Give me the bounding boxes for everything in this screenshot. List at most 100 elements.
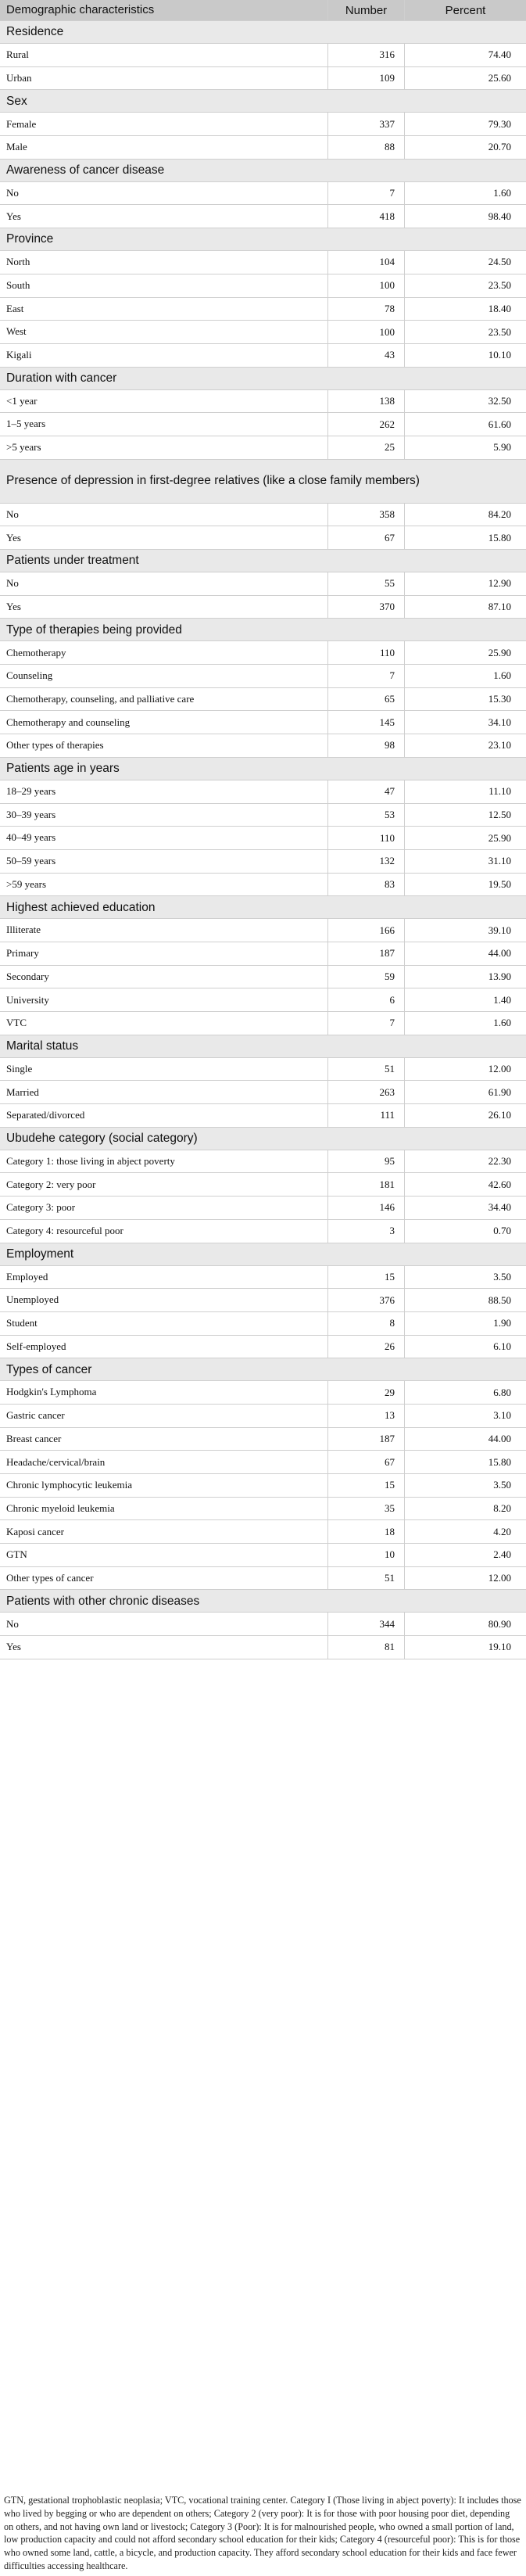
section-header: Sex <box>0 90 526 113</box>
row-percent: 22.30 <box>404 1150 526 1173</box>
row-label: 50–59 years <box>6 855 56 867</box>
table-row: Primary 187 44.00 <box>0 942 526 966</box>
row-number: 3 <box>327 1219 404 1243</box>
row-label: Male <box>6 141 27 153</box>
row-label: Gastric cancer <box>6 1409 65 1422</box>
table-row: Breast cancer 187 44.00 <box>0 1427 526 1451</box>
row-label: Primary <box>6 947 39 960</box>
row-label: Yes <box>6 600 21 612</box>
table-row: Category 4: resourceful poor 3 0.70 <box>0 1219 526 1243</box>
row-label: Separated/divorced <box>6 1109 85 1121</box>
row-number: 29 <box>327 1381 404 1404</box>
row-number: 51 <box>327 1566 404 1590</box>
section-header: Patients under treatment <box>0 550 526 572</box>
row-percent: 42.60 <box>404 1173 526 1197</box>
table-row: Counseling 7 1.60 <box>0 665 526 688</box>
row-percent: 98.40 <box>404 205 526 228</box>
row-label: 18–29 years <box>6 785 56 798</box>
row-number: 43 <box>327 343 404 367</box>
row-percent: 2.40 <box>404 1544 526 1566</box>
table-row: Yes 81 19.10 <box>0 1636 526 1659</box>
row-number: 81 <box>327 1636 404 1659</box>
row-percent: 1.60 <box>404 1012 526 1035</box>
row-percent: 19.50 <box>404 873 526 896</box>
section-header: Province <box>0 228 526 252</box>
row-label: Urban <box>6 71 32 84</box>
table-row: North 104 24.50 <box>0 251 526 274</box>
row-percent: 1.90 <box>404 1311 526 1335</box>
row-number: 104 <box>327 251 404 274</box>
row-number: 25 <box>327 436 404 459</box>
row-percent: 25.90 <box>404 827 526 849</box>
row-number: 65 <box>327 687 404 711</box>
row-number: 181 <box>327 1173 404 1197</box>
table-row: Kaposi cancer 18 4.20 <box>0 1520 526 1545</box>
row-label: Student <box>6 1317 38 1329</box>
row-label: 30–39 years <box>6 808 56 820</box>
table-row: Female 337 79.30 <box>0 113 526 137</box>
table-row: Chronic myeloid leukemia 35 8.20 <box>0 1497 526 1521</box>
row-percent: 88.50 <box>404 1289 526 1311</box>
section-header: Employment <box>0 1243 526 1266</box>
row-number: 344 <box>327 1613 404 1636</box>
row-number: 262 <box>327 413 404 436</box>
row-label: Rural <box>6 48 29 61</box>
row-number: 145 <box>327 711 404 734</box>
row-number: 7 <box>327 1012 404 1035</box>
row-label: East <box>6 302 24 314</box>
table-row: >59 years 83 19.50 <box>0 873 526 897</box>
table-row: Category 3: poor 146 34.40 <box>0 1197 526 1220</box>
row-number: 132 <box>327 849 404 873</box>
table-row: Rural 316 74.40 <box>0 44 526 67</box>
row-percent: 0.70 <box>404 1219 526 1243</box>
table-row: No 7 1.60 <box>0 181 526 206</box>
table-row: South 100 23.50 <box>0 274 526 298</box>
table-row: Chemotherapy, counseling, and palliative… <box>0 687 526 712</box>
row-percent: 3.50 <box>404 1474 526 1497</box>
row-label: West <box>6 325 27 338</box>
row-number: 100 <box>327 274 404 297</box>
section-title: Awareness of cancer disease <box>6 163 165 178</box>
row-percent: 44.00 <box>404 942 526 965</box>
row-label: Kigali <box>6 349 32 361</box>
table-footnote: GTN, gestational trophoblastic neoplasia… <box>4 2495 521 2572</box>
section-title: Presence of depression in first-degree r… <box>6 474 420 488</box>
row-label: >59 years <box>6 877 47 890</box>
section-header: Patients age in years <box>0 757 526 780</box>
table-row: 50–59 years 132 31.10 <box>0 849 526 874</box>
row-label: Self-employed <box>6 1340 66 1352</box>
row-number: 7 <box>327 665 404 687</box>
row-label: No <box>6 1617 19 1630</box>
row-label: Illiterate <box>6 924 41 936</box>
row-number: 55 <box>327 572 404 595</box>
section-title: Sex <box>6 94 27 108</box>
section-header: Patients with other chronic diseases <box>0 1590 526 1613</box>
table-row: No 358 84.20 <box>0 503 526 527</box>
section-title: Patients age in years <box>6 762 120 776</box>
row-number: 13 <box>327 1404 404 1427</box>
table-row: Other types of therapies 98 23.10 <box>0 734 526 758</box>
row-number: 187 <box>327 942 404 965</box>
row-number: 166 <box>327 919 404 942</box>
row-number: 67 <box>327 1451 404 1473</box>
row-percent: 3.10 <box>404 1404 526 1427</box>
row-label: South <box>6 279 30 292</box>
table-row: University 6 1.40 <box>0 988 526 1012</box>
row-number: 110 <box>327 641 404 665</box>
row-number: 337 <box>327 113 404 136</box>
row-percent: 31.10 <box>404 849 526 873</box>
section-header: Type of therapies being provided <box>0 619 526 642</box>
row-percent: 26.10 <box>404 1104 526 1127</box>
row-number: 138 <box>327 389 404 413</box>
row-percent: 34.40 <box>404 1197 526 1219</box>
row-percent: 23.50 <box>404 274 526 297</box>
table-row: Kigali 43 10.10 <box>0 343 526 368</box>
table-row: West 100 23.50 <box>0 321 526 344</box>
section-title: Duration with cancer <box>6 371 117 385</box>
section-header: Awareness of cancer disease <box>0 159 526 182</box>
table-row: Illiterate 166 39.10 <box>0 919 526 942</box>
row-percent: 8.20 <box>404 1497 526 1520</box>
row-number: 8 <box>327 1311 404 1335</box>
table-row: Category 1: those living in abject pover… <box>0 1150 526 1174</box>
table-row: No 55 12.90 <box>0 572 526 596</box>
